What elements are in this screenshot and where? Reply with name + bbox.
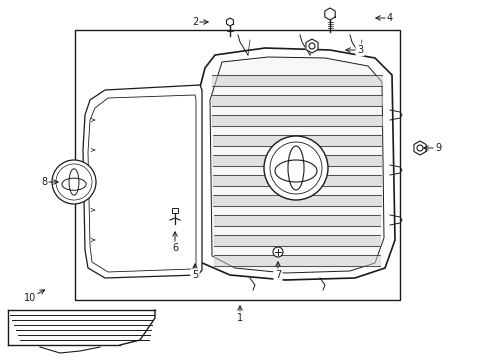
Polygon shape <box>226 18 233 26</box>
Polygon shape <box>414 141 426 155</box>
Circle shape <box>264 136 328 200</box>
Circle shape <box>417 145 423 151</box>
Text: 10: 10 <box>24 293 36 303</box>
Text: 1: 1 <box>237 313 243 323</box>
Text: 4: 4 <box>387 13 393 23</box>
Polygon shape <box>198 48 395 280</box>
Bar <box>75 30 400 300</box>
Polygon shape <box>83 85 202 278</box>
Polygon shape <box>210 57 384 273</box>
Circle shape <box>52 160 96 204</box>
Bar <box>172 208 178 213</box>
Text: 9: 9 <box>435 143 441 153</box>
Text: 8: 8 <box>41 177 47 187</box>
Text: 6: 6 <box>172 243 178 253</box>
Polygon shape <box>306 39 318 53</box>
Circle shape <box>309 43 315 49</box>
Text: 7: 7 <box>275 270 281 280</box>
Text: 5: 5 <box>192 270 198 280</box>
Text: 2: 2 <box>192 17 198 27</box>
Text: 3: 3 <box>357 45 363 55</box>
Circle shape <box>273 247 283 257</box>
Polygon shape <box>325 8 335 20</box>
Circle shape <box>270 142 322 194</box>
